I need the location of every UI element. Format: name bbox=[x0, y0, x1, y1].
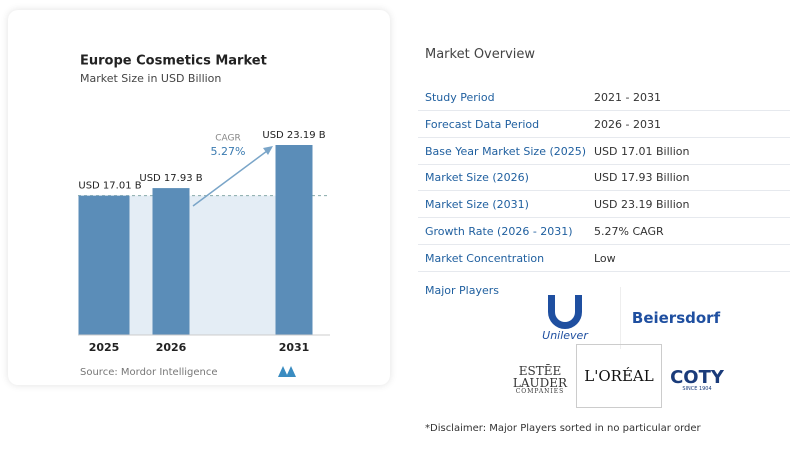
logo-text: Beiersdorf bbox=[631, 309, 721, 327]
logo-text: L'ORÉAL bbox=[584, 367, 654, 385]
source: Source: Mordor Intelligence bbox=[80, 367, 218, 378]
logo-text: LAUDER bbox=[512, 376, 568, 390]
overview-row: Market Concentration Low bbox=[418, 245, 790, 272]
overview-row: Study Period 2021 - 2031 bbox=[418, 84, 790, 111]
disclaimer: *Disclaimer: Major Players sorted in no … bbox=[425, 423, 701, 434]
logo-unilever: Unilever bbox=[513, 287, 617, 349]
x-tick-label: 2031 bbox=[279, 341, 310, 354]
row-value: 2026 - 2031 bbox=[594, 117, 661, 131]
value-label: USD 23.19 B bbox=[262, 130, 325, 141]
cagr-arrow bbox=[192, 147, 272, 207]
bar bbox=[275, 145, 313, 335]
logo-text: SINCE 1904 bbox=[682, 385, 712, 392]
logo-estee: ESTĒE LAUDER COMPANIES bbox=[505, 352, 575, 408]
players-title: Major Players bbox=[425, 284, 499, 297]
logo-text: Unilever bbox=[542, 328, 588, 342]
overview-row: Market Size (2031) USD 23.19 Billion bbox=[418, 191, 790, 219]
cagr-arrowhead bbox=[263, 146, 273, 155]
cagr-label: CAGR bbox=[215, 134, 241, 144]
row-label: Base Year Market Size (2025) bbox=[425, 144, 587, 158]
chart: Europe Cosmetics Market Market Size in U… bbox=[78, 54, 330, 378]
source-logo bbox=[278, 366, 296, 377]
overview-row: Growth Rate (2026 - 2031) 5.27% CAGR bbox=[418, 218, 790, 245]
logo-text: COMPANIES bbox=[515, 388, 565, 395]
bar bbox=[152, 188, 190, 335]
x-tick-label: 2026 bbox=[156, 341, 187, 354]
row-label: Growth Rate (2026 - 2031) bbox=[425, 225, 573, 238]
overview-title: Market Overview bbox=[425, 47, 536, 62]
chart-title: Europe Cosmetics Market bbox=[80, 54, 267, 69]
row-label: Market Concentration bbox=[425, 251, 545, 265]
shade bbox=[129, 195, 276, 335]
row-label: Market Size (2026) bbox=[425, 171, 529, 185]
logo-coty: COTY SINCE 1904 bbox=[664, 355, 730, 405]
overview-row: Base Year Market Size (2025) USD 17.01 Bi… bbox=[418, 138, 790, 165]
row-value: USD 23.19 Billion bbox=[594, 198, 690, 212]
value-label: USD 17.01 B bbox=[78, 181, 141, 192]
row-label: Market Size (2031) bbox=[425, 198, 529, 212]
overview-row: Market Size (2026) USD 17.93 Billion bbox=[418, 164, 790, 192]
row-value: 2021 - 2031 bbox=[594, 91, 661, 104]
logo-text: COTY bbox=[670, 366, 724, 388]
overview-row: Forecast Data Period 2026 - 2031 bbox=[418, 111, 790, 138]
chart-subtitle: Market Size in USD Billion bbox=[80, 72, 221, 85]
x-tick-label: 2025 bbox=[89, 341, 120, 354]
logo-text: ESTĒE bbox=[518, 364, 562, 378]
row-label: Forecast Data Period bbox=[425, 117, 540, 131]
logo-beiersdorf: Beiersdorf bbox=[620, 287, 731, 349]
logo-icon bbox=[548, 294, 582, 329]
value-label: USD 17.93 B bbox=[139, 173, 202, 184]
row-value: 5.27% CAGR bbox=[594, 225, 664, 238]
row-value: USD 17.01 Billion bbox=[594, 144, 690, 158]
row-label: Study Period bbox=[425, 91, 495, 104]
logo-loreal: L'ORÉAL bbox=[576, 344, 662, 408]
bar bbox=[78, 195, 130, 335]
cagr-value: 5.27% bbox=[211, 145, 246, 158]
row-value: Low bbox=[594, 251, 616, 265]
row-value: USD 17.93 Billion bbox=[594, 171, 690, 185]
